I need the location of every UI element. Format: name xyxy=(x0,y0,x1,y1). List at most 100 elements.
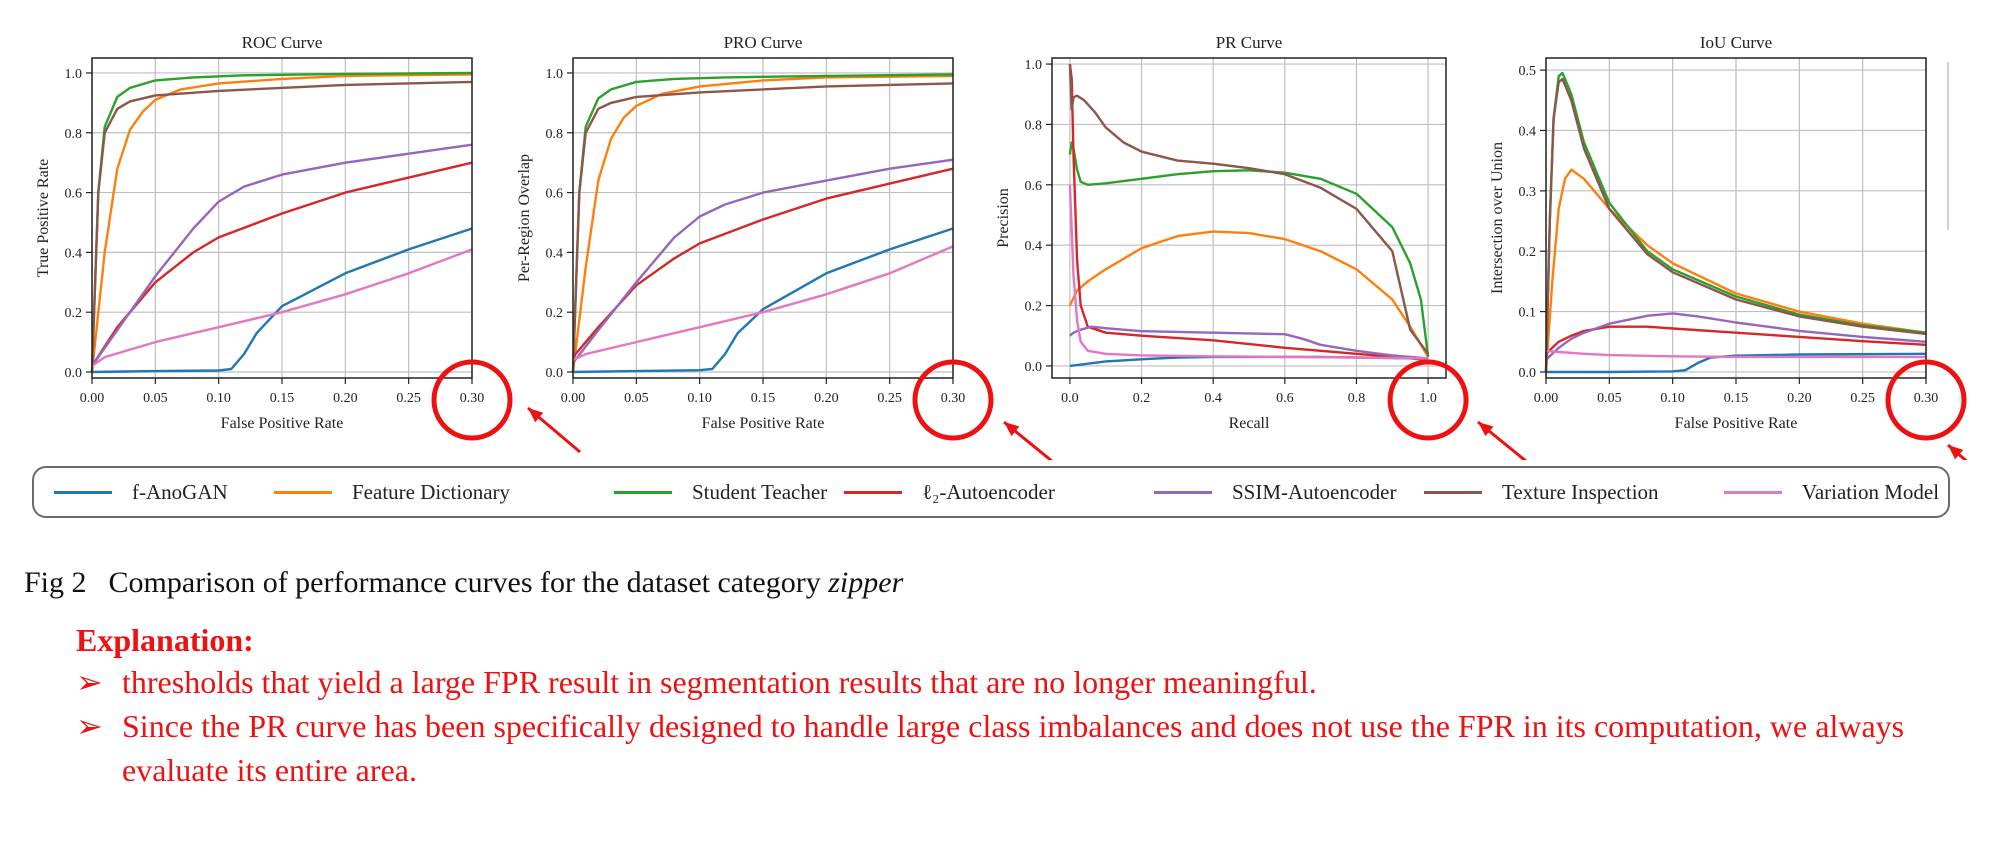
legend-label: ℓ₂-Autoencoder xyxy=(922,479,1055,504)
legend-swatch xyxy=(614,490,672,494)
series-line xyxy=(571,82,954,373)
arrow-head-icon xyxy=(1948,445,1964,460)
explanation-title: Explanation: xyxy=(76,622,254,658)
y-tick-label: 0.0 xyxy=(546,366,564,381)
series-line xyxy=(1068,63,1429,362)
series-line xyxy=(1544,77,1927,373)
series-line xyxy=(90,80,473,373)
y-tick-label: 0.4 xyxy=(546,246,564,261)
axes-frame xyxy=(1051,57,1447,379)
x-tick-label: 0.2 xyxy=(1133,391,1151,406)
explanation-block: Explanation: ➢ thresholds that yield a l… xyxy=(76,620,1956,792)
y-tick-label: 1.0 xyxy=(1025,58,1043,73)
y-axis-label: Per-Region Overlap xyxy=(516,154,533,282)
chart-title: PRO Curve xyxy=(724,33,803,52)
chart-title: PR Curve xyxy=(1216,33,1283,52)
series-line xyxy=(91,143,473,367)
y-tick-label: 0.0 xyxy=(1519,366,1537,381)
legend-swatch xyxy=(1154,490,1212,494)
x-tick-label: 0.15 xyxy=(270,391,295,406)
y-tick-label: 0.6 xyxy=(546,187,564,202)
x-tick-label: 0.20 xyxy=(814,391,839,406)
legend-item: ℓ₂-Autoencoder xyxy=(844,468,1055,516)
x-tick-label: 0.20 xyxy=(1787,391,1812,406)
series-line xyxy=(1545,349,1926,359)
highlight-circle xyxy=(431,359,513,441)
y-tick-label: 0.4 xyxy=(1519,124,1537,139)
x-axis-label: False Positive Rate xyxy=(1675,415,1798,432)
x-tick-label: 0.00 xyxy=(1534,391,1559,406)
series-line xyxy=(1068,63,1430,355)
figure-caption-category: zipper xyxy=(828,566,904,599)
series-line xyxy=(572,227,954,374)
x-tick-label: 0.00 xyxy=(561,391,586,406)
y-tick-label: 0.6 xyxy=(65,187,83,202)
chart-panel-3: 0.0 0.2 0.4 0.6 0.8 1.0 0.0 0.2 0.4 0.6 0.8 1.0 PR C… xyxy=(995,33,1528,460)
x-tick-label: 0.25 xyxy=(396,391,421,406)
x-axis-label: False Positive Rate xyxy=(702,415,825,432)
y-tick-label: 0.8 xyxy=(65,127,83,142)
legend-item: Variation Model xyxy=(1724,468,1939,516)
figure-label: Fig 2 xyxy=(24,566,87,599)
series-line xyxy=(1546,352,1927,374)
series-line xyxy=(1069,325,1429,360)
x-tick-label: 0.4 xyxy=(1204,391,1222,406)
chart-panel-2: 0.00 0.05 0.10 0.15 0.20 0.25 0.30 0.0 0.2 0.4 0.6… xyxy=(516,33,1054,460)
legend-label: Feature Dictionary xyxy=(352,479,511,504)
arrow-bullet-icon: ➢ xyxy=(76,664,103,700)
x-tick-label: 0.15 xyxy=(1724,391,1749,406)
legend-label: f-AnoGAN xyxy=(132,479,228,504)
series-line xyxy=(91,248,473,367)
y-tick-label: 0.0 xyxy=(65,366,83,381)
legend-item: SSIM-Autoencoder xyxy=(1154,468,1396,516)
series-line xyxy=(1545,325,1927,355)
legend-swatch xyxy=(1724,490,1782,494)
chart-title: ROC Curve xyxy=(242,33,323,52)
x-tick-label: 0.05 xyxy=(1597,391,1622,406)
y-tick-label: 0.6 xyxy=(1025,179,1043,194)
y-tick-label: 0.1 xyxy=(1519,306,1537,321)
y-tick-label: 0.4 xyxy=(65,246,83,261)
series-line xyxy=(572,245,954,362)
x-tick-label: 0.00 xyxy=(80,391,105,406)
x-axis-label: False Positive Rate xyxy=(221,415,344,432)
legend-swatch xyxy=(1424,490,1482,494)
x-tick-label: 0.30 xyxy=(460,391,485,406)
x-tick-label: 1.0 xyxy=(1419,391,1437,406)
y-tick-label: 0.8 xyxy=(546,127,564,142)
figure-caption-text: Comparison of performance curves for the… xyxy=(108,566,821,599)
legend-item: Texture Inspection xyxy=(1424,468,1659,516)
y-tick-label: 0.3 xyxy=(1519,185,1537,200)
performance-curves-figure: 0.00 0.05 0.10 0.15 0.20 0.25 0.30 0.0 0.2 0.4 0.6… xyxy=(35,33,1968,460)
y-tick-label: 1.0 xyxy=(65,67,83,82)
series-line xyxy=(91,227,473,374)
x-tick-label: 0.05 xyxy=(624,391,649,406)
figure-caption: Fig 2 Comparison of performance curves fo… xyxy=(24,566,903,600)
x-tick-label: 0.10 xyxy=(1660,391,1685,406)
y-tick-label: 0.2 xyxy=(1025,300,1043,315)
x-axis-label: Recall xyxy=(1229,415,1270,432)
legend-label: Variation Model xyxy=(1802,479,1940,504)
legend-label: SSIM-Autoencoder xyxy=(1232,479,1397,504)
legend-swatch xyxy=(274,490,332,494)
series-line xyxy=(1545,312,1927,361)
legend-item: Student Teacher xyxy=(614,468,827,516)
x-tick-label: 0.30 xyxy=(941,391,966,406)
y-tick-label: 0.2 xyxy=(546,306,564,321)
explanation-bullet-text: Since the PR curve has been specifically… xyxy=(122,708,1905,788)
arrow-head-icon xyxy=(528,408,544,423)
legend-label: Student Teacher xyxy=(692,479,828,504)
series-line xyxy=(572,158,954,364)
explanation-bullet-1: ➢ thresholds that yield a large FPR resu… xyxy=(76,660,1956,704)
series-line xyxy=(1068,230,1430,358)
legend-label: Texture Inspection xyxy=(1502,479,1659,504)
y-axis-label: True Positive Rate xyxy=(35,159,52,278)
y-tick-label: 0.2 xyxy=(1519,245,1537,260)
highlight-circle xyxy=(1885,359,1967,441)
legend-swatch xyxy=(54,490,112,494)
highlight-circle xyxy=(912,359,994,441)
y-tick-label: 0.5 xyxy=(1519,64,1537,79)
y-tick-label: 0.4 xyxy=(1025,239,1043,254)
y-tick-label: 0.8 xyxy=(1025,118,1043,133)
legend-item: Feature Dictionary xyxy=(274,468,510,516)
